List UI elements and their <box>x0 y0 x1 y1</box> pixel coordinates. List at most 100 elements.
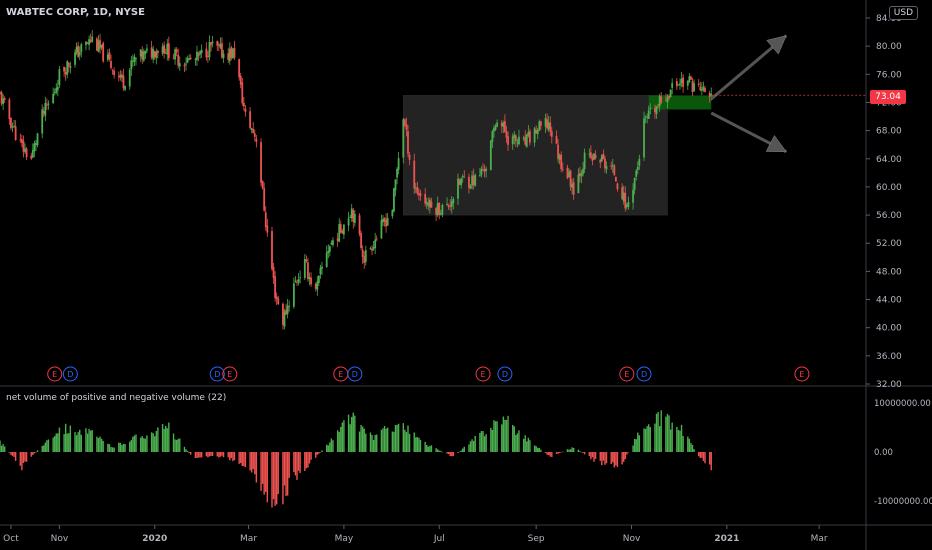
net-volume-bar <box>496 421 498 452</box>
candle-body <box>314 283 317 289</box>
x-tick-label: Jul <box>433 534 445 544</box>
dividend-marker <box>636 366 652 382</box>
candle-body <box>539 121 542 126</box>
net-volume-bar <box>429 445 431 452</box>
candle-body <box>638 158 641 166</box>
candle <box>571 178 574 195</box>
net-volume-bar <box>274 452 276 506</box>
candle <box>244 104 247 117</box>
candle <box>654 104 656 119</box>
net-volume-bar <box>74 432 76 452</box>
candle-body <box>558 155 561 160</box>
candle <box>679 78 681 90</box>
candle <box>496 119 498 128</box>
net-volume-bar <box>529 440 531 452</box>
candle <box>428 197 431 214</box>
candle-body <box>693 83 695 92</box>
event-marker-label: E <box>227 370 232 379</box>
candle-body <box>699 86 702 91</box>
net-volume-bar <box>100 438 103 452</box>
candle <box>283 308 286 330</box>
net-volume-bar <box>666 413 669 452</box>
candle <box>211 35 214 48</box>
net-volume-bar <box>174 439 176 452</box>
candle <box>413 153 416 194</box>
candle-body <box>385 219 388 227</box>
candle <box>135 57 137 66</box>
net-volume-bar <box>227 452 229 458</box>
candle <box>358 213 361 237</box>
net-volume-bar <box>688 438 691 452</box>
net-volume-bar <box>129 441 131 452</box>
candle-body <box>239 75 242 85</box>
net-volume-bar <box>668 415 670 452</box>
net-volume-bar <box>347 414 350 452</box>
candle-body <box>188 58 191 60</box>
candle <box>52 87 55 104</box>
candle <box>277 295 280 305</box>
net-volume-bar <box>693 448 695 452</box>
candle <box>53 88 56 96</box>
net-volume-bar <box>623 452 625 462</box>
candle <box>403 118 406 127</box>
candle-body <box>591 157 594 161</box>
candle-body <box>660 96 663 103</box>
net-volume-bar <box>698 452 700 457</box>
candle-body <box>697 83 700 85</box>
candle <box>364 245 367 266</box>
candle <box>649 103 652 115</box>
net-volume-bar <box>113 447 115 452</box>
earnings-marker <box>47 366 63 382</box>
net-volume-bar <box>44 442 47 452</box>
candle-body <box>161 46 164 54</box>
net-volume-bar <box>77 432 79 452</box>
candle <box>178 56 181 71</box>
candle-body <box>336 238 339 241</box>
net-volume-bar <box>130 439 133 452</box>
candle-body <box>222 53 225 59</box>
net-volume-bar <box>144 438 147 452</box>
candle <box>525 134 528 149</box>
candle <box>19 133 22 143</box>
net-volume-bar <box>0 445 3 452</box>
candle <box>197 51 200 62</box>
candle-body <box>196 51 198 61</box>
candle <box>152 45 155 64</box>
event-marker-label: D <box>67 370 73 379</box>
candle <box>430 197 433 208</box>
candle <box>627 196 630 210</box>
x-tick-label: Nov <box>623 534 641 544</box>
net-volume-bar <box>582 452 584 453</box>
net-volume-bar <box>396 424 398 452</box>
candle <box>600 154 603 163</box>
candle-body <box>627 202 630 207</box>
net-volume-bar <box>626 452 628 455</box>
net-volume-bar <box>238 452 240 464</box>
candle-body <box>680 78 683 84</box>
candle <box>222 49 225 64</box>
candle <box>347 211 350 232</box>
candle <box>579 166 581 183</box>
candle-body <box>700 89 703 91</box>
candle-body <box>146 48 148 51</box>
candle-body <box>274 276 277 298</box>
net-volume-bar <box>175 440 178 452</box>
net-volume-bar <box>47 439 50 452</box>
candle <box>632 183 634 210</box>
net-volume-bar <box>341 422 344 452</box>
y-tick-label: 36.00 <box>876 352 902 362</box>
currency-button[interactable]: USD <box>888 6 918 20</box>
consolidation-box <box>403 95 668 216</box>
net-volume-bar <box>394 425 397 452</box>
net-volume-bar <box>132 436 134 452</box>
candle <box>55 83 58 95</box>
candle-body <box>210 42 212 46</box>
candle-body <box>108 52 111 60</box>
candle <box>536 127 539 140</box>
candle <box>66 60 69 79</box>
candle-body <box>156 50 159 54</box>
candle-body <box>450 201 453 207</box>
candle <box>88 35 91 51</box>
candle-body <box>260 142 262 183</box>
